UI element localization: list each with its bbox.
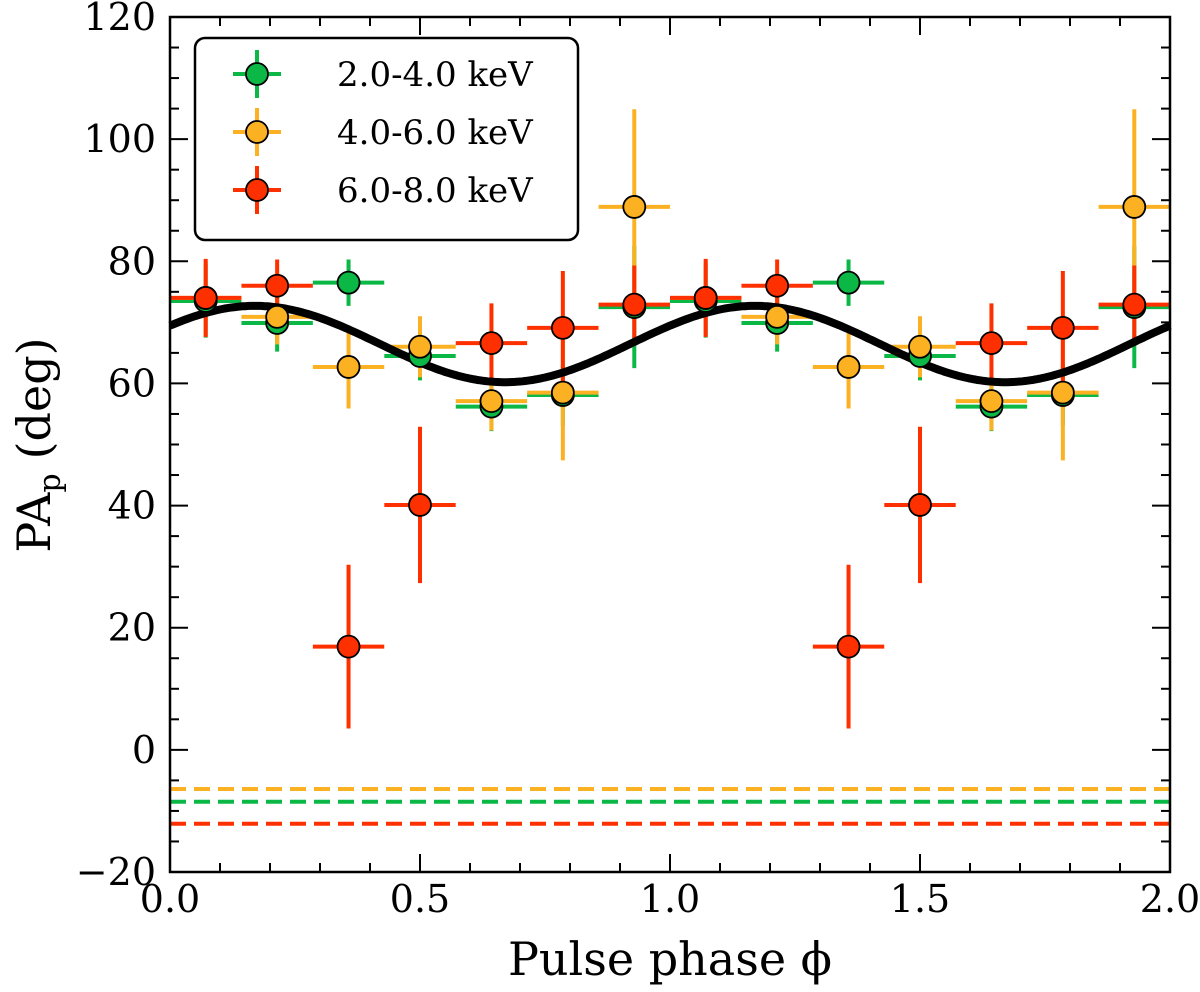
- data-point: [1050, 315, 1075, 340]
- data-point: [836, 634, 861, 659]
- y-axis-label-unit: (deg): [7, 337, 61, 459]
- data-point: [336, 634, 361, 659]
- legend-marker-2: [245, 178, 269, 202]
- y-tick-label: 120: [83, 0, 156, 39]
- data-point: [693, 286, 718, 310]
- data-point: [265, 273, 290, 298]
- data-point: [836, 355, 861, 379]
- y-tick-label: 0: [132, 728, 156, 772]
- data-point: [336, 270, 361, 295]
- legend-marker-1: [245, 120, 269, 144]
- data-point: [550, 380, 575, 405]
- legend-box: [193, 36, 580, 242]
- y-tick-label: 60: [108, 361, 156, 405]
- legend-label-0: 2.0-4.0 keV: [337, 55, 534, 95]
- x-tick-label: 1.0: [640, 877, 700, 921]
- data-point: [1122, 292, 1147, 317]
- x-tick-label: 2.0: [1140, 877, 1200, 921]
- data-point: [908, 334, 932, 359]
- data-point: [408, 493, 432, 517]
- legend: 2.0-4.0 keV 4.0-6.0 keV 6.0-8.0 keV: [193, 36, 580, 242]
- svg-text:PAp(deg): PAp (deg): [7, 337, 68, 552]
- y-tick-label: 80: [108, 239, 156, 283]
- y-tick-label: −20: [76, 850, 156, 894]
- legend-marker-0: [245, 62, 269, 86]
- data-point: [479, 331, 504, 356]
- axis-ticks: [169, 16, 1171, 873]
- data-point: [622, 195, 647, 219]
- data-point: [1122, 195, 1147, 219]
- data-point: [408, 334, 432, 359]
- data-point: [765, 273, 790, 298]
- data-point: [336, 355, 361, 379]
- y-axis-label-sub: p: [33, 473, 68, 492]
- data-point: [265, 304, 290, 329]
- y-tick-label: 20: [108, 606, 156, 650]
- data-point: [836, 270, 861, 295]
- data-point: [765, 304, 790, 329]
- y-tick-labels: −20 0 20 40 60 80 100 120: [76, 0, 156, 894]
- x-tick-label: 1.5: [890, 877, 950, 921]
- y-tick-label: 100: [83, 117, 156, 161]
- y-axis-label: PAp (deg): [7, 337, 68, 552]
- x-tick-label: 0.5: [390, 877, 450, 921]
- data-point: [1050, 380, 1075, 405]
- model-curve: [168, 301, 1172, 387]
- legend-label-2: 6.0-8.0 keV: [337, 171, 534, 211]
- plot-marks: [168, 109, 1172, 826]
- data-point: [550, 315, 575, 340]
- data-point: [979, 331, 1004, 356]
- data-point: [979, 389, 1004, 414]
- data-point: [622, 292, 647, 317]
- data-point: [908, 493, 932, 517]
- legend-label-1: 4.0-6.0 keV: [337, 113, 534, 153]
- y-tick-label: 40: [108, 484, 156, 528]
- data-point: [479, 389, 504, 414]
- y-axis-label-main: PA: [7, 492, 61, 553]
- x-tick-labels: 0.0 0.5 1.0 1.5 2.0: [140, 877, 1200, 921]
- x-tick-label: 0.0: [140, 877, 200, 921]
- data-point: [193, 286, 218, 310]
- x-axis-label: Pulse phase ϕ: [508, 932, 832, 986]
